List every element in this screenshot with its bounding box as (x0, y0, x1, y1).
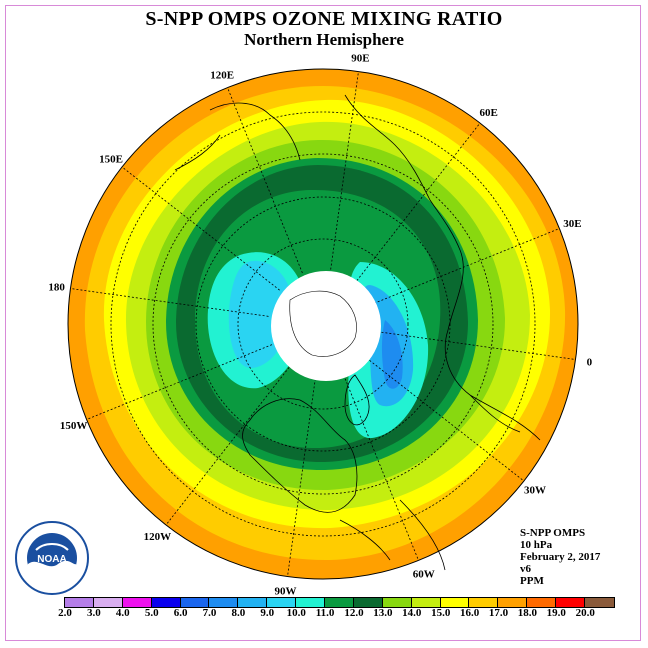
longitude-label: 150W (60, 420, 88, 432)
color-bar-swatch (527, 598, 557, 607)
longitude-label: 30E (563, 218, 581, 230)
color-bar-swatch (556, 598, 586, 607)
color-bar-tick-label: 10.0 (286, 607, 306, 619)
map-title: S-NPP OMPS OZONE MIXING RATIO (145, 8, 503, 30)
longitude-labels: 0 30E 60E 90E 120E 150E 180 150W 120W 90W 60W 30W (48, 53, 592, 598)
color-bar-swatch (209, 598, 239, 607)
color-bar-swatch (65, 598, 94, 607)
longitude-label: 0 (587, 356, 593, 368)
info-level: 10 hPa (520, 539, 553, 551)
graticule (70, 71, 576, 577)
meridian-line (121, 166, 280, 291)
color-bar-swatch (93, 598, 123, 607)
color-bar-tick-label: 17.0 (488, 607, 509, 619)
color-bar-swatch (469, 598, 499, 607)
color-bar-tick-label: 3.0 (87, 607, 101, 619)
info-version: v6 (520, 563, 531, 575)
meridian-line (70, 288, 269, 317)
map-subtitle: Northern Hemisphere (244, 30, 404, 49)
meridian-line (366, 357, 525, 482)
color-bar-tick-label: 11.0 (315, 607, 335, 619)
color-bar-swatch (267, 598, 297, 607)
color-bar-swatch (498, 598, 528, 607)
color-bar-tick-label: 6.0 (173, 607, 188, 619)
meridian-line (330, 71, 359, 270)
arctic-coast (289, 290, 357, 357)
color-bar-tick-label: 12.0 (344, 607, 364, 619)
longitude-label: 90E (351, 53, 369, 65)
meridian-line (373, 228, 560, 304)
band-blue-deep (381, 320, 403, 389)
color-bar-swatch (325, 598, 354, 607)
coast-south-america (339, 499, 446, 571)
color-bar-swatch (151, 598, 181, 607)
color-bar-tick-label: 8.0 (231, 607, 246, 619)
map-boundary (67, 68, 579, 580)
info-units: PPM (520, 575, 544, 587)
color-bar-tick-label: 5.0 (144, 607, 159, 619)
longitude-label: 90W (275, 585, 297, 597)
color-bar-swatch (180, 598, 210, 607)
longitude-label: 60W (413, 568, 435, 580)
color-bar-ticks: 2.0 3.0 4.0 5.0 6.0 7.0 8.0 9.0 10.0 11.0 12.0 13.0… (0, 607, 648, 621)
color-bar-swatch (296, 598, 326, 607)
meridian-line (343, 374, 419, 561)
color-bar-tick-label: 20.0 (575, 607, 595, 619)
meridian-line (287, 378, 316, 577)
meridian-line (377, 331, 576, 360)
color-bar-swatch (122, 598, 152, 607)
color-bar-swatch (440, 598, 470, 607)
longitude-label: 120W (144, 531, 172, 543)
coast-eurasia (344, 94, 541, 441)
color-bar-tick-label: 16.0 (459, 607, 480, 619)
color-bar-tick-label: 15.0 (431, 607, 451, 619)
info-block: S-NPP OMPS 10 hPa February 2, 2017 v6 PP… (520, 527, 600, 587)
color-bar-swatch (353, 598, 383, 607)
longitude-label: 60E (479, 107, 497, 119)
color-bar-tick-label: 18.0 (517, 607, 538, 619)
meridian-line (165, 367, 290, 526)
color-bar-swatch (382, 598, 412, 607)
color-bar-tick-label: 4.0 (115, 607, 130, 619)
noaa-logo-text: NOAA (37, 554, 66, 565)
color-bar-tick-label: 2.0 (58, 607, 72, 619)
figure-frame (5, 5, 641, 641)
coast-greenland (344, 374, 370, 426)
info-date: February 2, 2017 (520, 551, 601, 563)
color-bar-swatch (238, 598, 268, 607)
coast-north-america (242, 398, 358, 513)
color-bar-tick-label: 19.0 (546, 607, 566, 619)
longitude-label: 180 (48, 282, 65, 294)
color-bar-swatch (411, 598, 441, 607)
meridian-line (356, 122, 481, 281)
color-bar-tick-label: 14.0 (402, 607, 422, 619)
longitude-label: 120E (210, 70, 234, 82)
color-bar (64, 597, 615, 608)
color-bar-swatch (585, 598, 614, 607)
longitude-label: 150E (99, 153, 123, 165)
info-instrument: S-NPP OMPS (520, 527, 586, 539)
longitude-label: 30W (524, 485, 546, 497)
meridian-line (227, 87, 303, 274)
meridian-line (86, 344, 273, 420)
polar-night-mask (271, 271, 381, 381)
color-bar-tick-label: 7.0 (202, 607, 217, 619)
color-bar-tick-label: 13.0 (373, 607, 393, 619)
noaa-logo: NOAA (14, 520, 90, 596)
color-bar-tick-label: 9.0 (260, 607, 275, 619)
